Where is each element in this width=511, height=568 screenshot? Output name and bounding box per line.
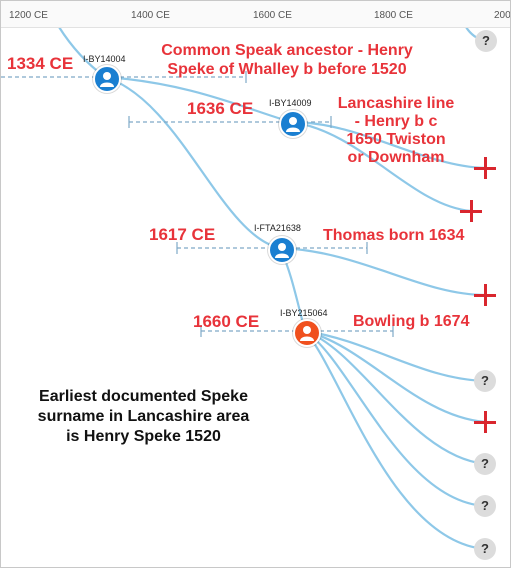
axis-tick-label: 1400 CE xyxy=(131,10,170,21)
plus-icon[interactable] xyxy=(474,157,496,179)
common-ancestor-annotation: Common Speak ancestor - Henry Speke of W… xyxy=(137,41,437,79)
time-axis: 1200 CE 1400 CE 1600 CE 1800 CE 200 xyxy=(1,1,511,28)
person-icon xyxy=(95,67,119,91)
axis-tick-label: 200 xyxy=(494,10,511,21)
node-id-label: I-FTA21638 xyxy=(254,223,301,233)
date-annotation: 1660 CE xyxy=(193,312,259,332)
question-icon[interactable]: ? xyxy=(474,453,496,475)
person-node-I-BY215064[interactable] xyxy=(293,319,321,347)
node-id-label: I-BY14009 xyxy=(269,98,312,108)
axis-tick-label: 1600 CE xyxy=(253,10,292,21)
question-icon[interactable]: ? xyxy=(474,370,496,392)
lancashire-line-annotation: Lancashire line - Henry b c 1650 Twiston… xyxy=(321,95,471,167)
person-icon xyxy=(295,321,319,345)
node-id-label: I-BY215064 xyxy=(280,308,328,318)
person-node-I-BY14004[interactable] xyxy=(93,65,121,93)
person-node-I-BY14009[interactable] xyxy=(279,110,307,138)
person-icon xyxy=(270,238,294,262)
person-icon xyxy=(281,112,305,136)
date-annotation: 1636 CE xyxy=(187,99,253,119)
date-annotation: 1617 CE xyxy=(149,225,215,245)
thomas-annotation: Thomas born 1634 xyxy=(323,227,464,245)
branch-line xyxy=(305,331,485,464)
question-icon[interactable]: ? xyxy=(474,538,496,560)
branch-line xyxy=(305,331,485,506)
branch-line xyxy=(305,331,485,549)
node-id-label: I-BY14004 xyxy=(83,54,126,64)
plus-icon[interactable] xyxy=(460,200,482,222)
bowling-annotation: Bowling b 1674 xyxy=(353,313,469,331)
axis-tick-label: 1200 CE xyxy=(9,10,48,21)
question-icon[interactable]: ? xyxy=(474,495,496,517)
question-icon[interactable]: ? xyxy=(475,30,497,52)
person-node-I-FTA21638[interactable] xyxy=(268,236,296,264)
plus-icon[interactable] xyxy=(474,411,496,433)
axis-tick-label: 1800 CE xyxy=(374,10,413,21)
earliest-speke-note: Earliest documented Speke surname in Lan… xyxy=(31,387,256,447)
date-annotation: 1334 CE xyxy=(7,54,73,74)
plus-icon[interactable] xyxy=(474,284,496,306)
branch-line xyxy=(280,248,485,295)
